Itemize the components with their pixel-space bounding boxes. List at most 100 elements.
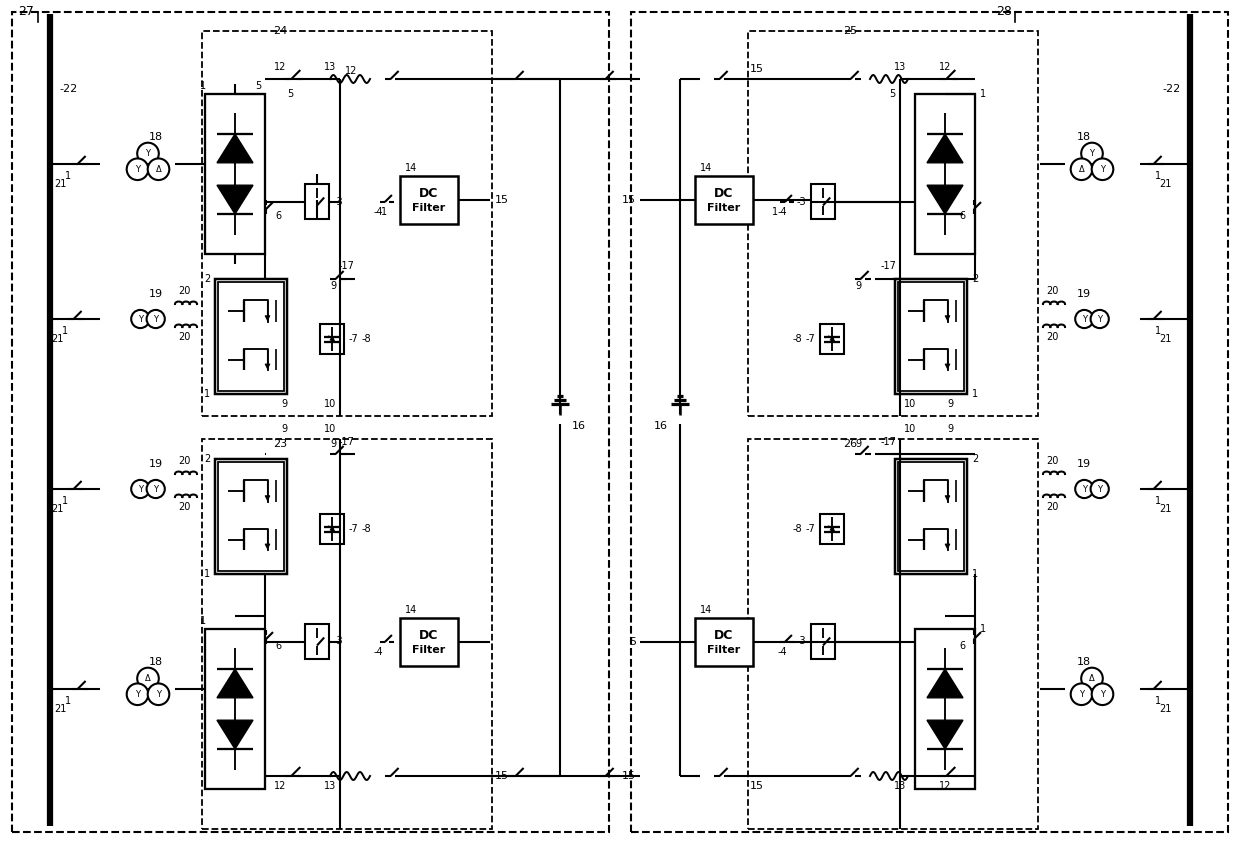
Polygon shape [217, 134, 253, 163]
Text: -4: -4 [373, 647, 383, 657]
Circle shape [1070, 159, 1092, 180]
Polygon shape [928, 720, 963, 749]
Text: -3: -3 [334, 197, 343, 207]
Text: Y: Y [154, 315, 159, 323]
Bar [215, 459, 286, 574]
Text: 5: 5 [889, 89, 895, 99]
Circle shape [126, 159, 149, 180]
Text: -17: -17 [339, 261, 353, 271]
Text: 14: 14 [701, 163, 712, 173]
Text: 10: 10 [904, 424, 916, 434]
Text: 1: 1 [200, 81, 206, 91]
Circle shape [148, 159, 170, 180]
Text: Y: Y [1100, 165, 1105, 174]
Text: 5: 5 [286, 89, 293, 99]
Bar [305, 624, 329, 659]
Bar [811, 624, 835, 659]
Text: 21: 21 [1159, 504, 1172, 514]
Text: Y: Y [135, 165, 140, 174]
Bar [320, 324, 343, 354]
Text: Y: Y [1100, 690, 1105, 699]
Bar [218, 282, 284, 391]
Polygon shape [217, 720, 253, 749]
Text: 9: 9 [330, 439, 336, 449]
Text: 9: 9 [330, 281, 336, 291]
Text: 21: 21 [1159, 179, 1172, 189]
Bar [895, 459, 967, 574]
Polygon shape [217, 669, 253, 698]
Text: Filter: Filter [413, 203, 445, 214]
Text: -7: -7 [805, 334, 815, 344]
Bar [202, 31, 492, 416]
Text: Δ: Δ [1079, 165, 1084, 174]
Bar [305, 184, 329, 219]
Text: Y: Y [1079, 690, 1084, 699]
Text: 16: 16 [653, 421, 668, 431]
Text: -8: -8 [362, 524, 372, 534]
Text: Y: Y [1081, 315, 1086, 323]
Bar [401, 618, 458, 666]
Circle shape [146, 310, 165, 328]
Text: Δ: Δ [156, 165, 161, 174]
Text: Y: Y [1097, 315, 1102, 323]
Text: -8: -8 [792, 524, 802, 534]
Text: -7: -7 [348, 524, 358, 534]
Text: 23: 23 [273, 439, 288, 449]
Text: Filter: Filter [707, 203, 740, 214]
Text: 18: 18 [1076, 657, 1091, 667]
Text: 20: 20 [1045, 286, 1058, 296]
Text: 6: 6 [959, 641, 965, 651]
Text: 1: 1 [1154, 496, 1161, 506]
Text: 1: 1 [64, 696, 71, 706]
Bar [401, 176, 458, 224]
Text: DC: DC [714, 187, 734, 200]
Text: 1: 1 [62, 326, 68, 336]
Text: 20: 20 [177, 502, 190, 512]
Text: 6: 6 [275, 641, 281, 651]
Bar [202, 439, 492, 829]
Polygon shape [217, 185, 253, 214]
Text: 1: 1 [1154, 171, 1161, 181]
Text: 19: 19 [1076, 459, 1091, 469]
Text: 20: 20 [1045, 456, 1058, 466]
Text: 1: 1 [200, 616, 206, 626]
Text: 18: 18 [149, 657, 164, 667]
Text: Filter: Filter [413, 645, 445, 655]
Text: 20: 20 [1045, 332, 1058, 342]
Text: -8: -8 [792, 334, 802, 344]
Circle shape [131, 480, 149, 498]
Text: 12: 12 [274, 62, 286, 72]
Text: Y: Y [1090, 149, 1095, 158]
Text: 28: 28 [996, 4, 1012, 18]
Circle shape [1081, 143, 1102, 165]
Text: Y: Y [1097, 484, 1102, 494]
Text: 2: 2 [972, 454, 978, 464]
Text: 9: 9 [854, 281, 861, 291]
Text: Δ: Δ [145, 674, 151, 683]
Text: 9: 9 [281, 399, 288, 409]
Bar [694, 618, 753, 666]
Text: 1: 1 [381, 207, 387, 217]
Bar [811, 184, 835, 219]
Text: 24: 24 [273, 26, 288, 36]
Text: 14: 14 [701, 605, 712, 615]
Circle shape [1091, 159, 1114, 180]
Text: 19: 19 [1076, 289, 1091, 299]
Circle shape [126, 684, 149, 705]
Text: 14: 14 [405, 163, 417, 173]
Text: 2: 2 [203, 274, 210, 284]
Text: Y: Y [135, 690, 140, 699]
Text: 9: 9 [947, 399, 954, 409]
Text: -3: -3 [796, 197, 806, 207]
Text: 1: 1 [980, 89, 986, 99]
Text: 12: 12 [939, 62, 951, 72]
Text: 5: 5 [254, 81, 260, 91]
Text: 15: 15 [495, 771, 508, 781]
Text: 10: 10 [904, 399, 916, 409]
Text: 20: 20 [177, 332, 190, 342]
Text: 27: 27 [19, 4, 33, 18]
Bar [820, 324, 844, 354]
Bar [694, 176, 753, 224]
Circle shape [1081, 668, 1102, 690]
Circle shape [1091, 310, 1109, 328]
